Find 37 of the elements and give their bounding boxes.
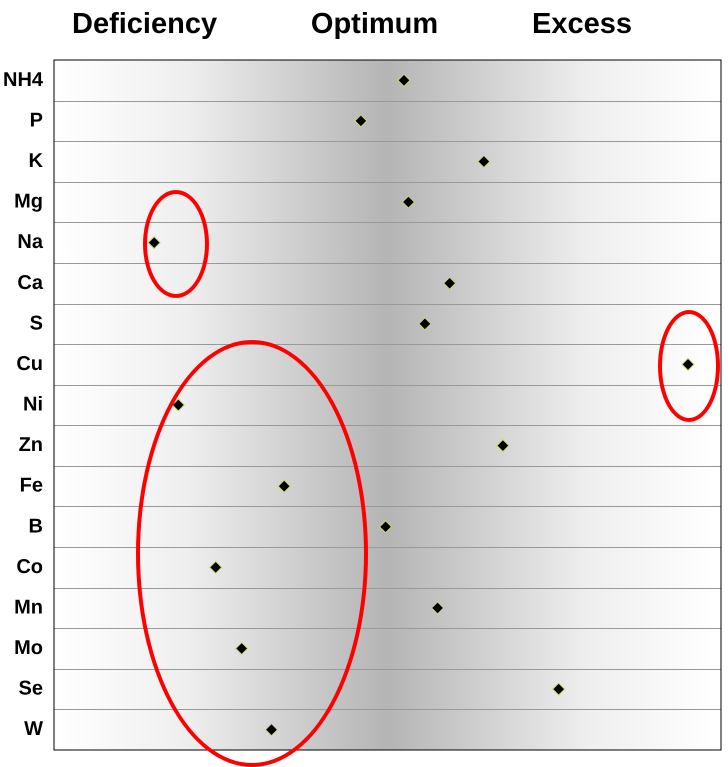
point bbox=[418, 317, 432, 330]
point bbox=[682, 358, 695, 371]
y-tick-label: NH4 bbox=[2, 68, 44, 91]
point bbox=[496, 439, 510, 452]
point bbox=[148, 236, 161, 250]
point bbox=[402, 196, 415, 209]
point bbox=[431, 601, 444, 614]
y-tick-label: Fe bbox=[20, 474, 44, 497]
y-tick-label: B bbox=[28, 515, 44, 538]
point bbox=[278, 480, 291, 493]
y-tick-label: P bbox=[30, 109, 44, 132]
text: Optimum bbox=[310, 8, 438, 41]
y-tick-label: Ca bbox=[17, 272, 44, 294]
y-tick-label: Ni bbox=[23, 394, 44, 416]
point bbox=[209, 560, 222, 574]
point bbox=[552, 682, 566, 696]
text: Excess bbox=[532, 8, 632, 41]
point bbox=[354, 114, 368, 128]
point bbox=[264, 723, 278, 736]
text: Deficiency bbox=[72, 8, 218, 41]
y-tick-label: W bbox=[24, 718, 44, 740]
point bbox=[172, 398, 185, 412]
y-tick-label: Co bbox=[16, 556, 44, 578]
point bbox=[235, 642, 248, 656]
y-tick-label: Mn bbox=[14, 596, 44, 618]
y-tick-label: Cu bbox=[16, 352, 44, 375]
y-tick-label: S bbox=[30, 312, 44, 334]
y-tick-label: Se bbox=[18, 678, 44, 700]
point bbox=[443, 276, 456, 290]
y-tick-label: Mg bbox=[14, 190, 44, 213]
point bbox=[477, 154, 490, 168]
y-tick-label: Mo bbox=[14, 637, 44, 660]
y-tick-label: Zn bbox=[18, 434, 44, 456]
y-tick-label: Na bbox=[17, 231, 44, 254]
point bbox=[397, 74, 410, 87]
y-tick-label: K bbox=[28, 150, 44, 172]
point bbox=[379, 520, 392, 534]
